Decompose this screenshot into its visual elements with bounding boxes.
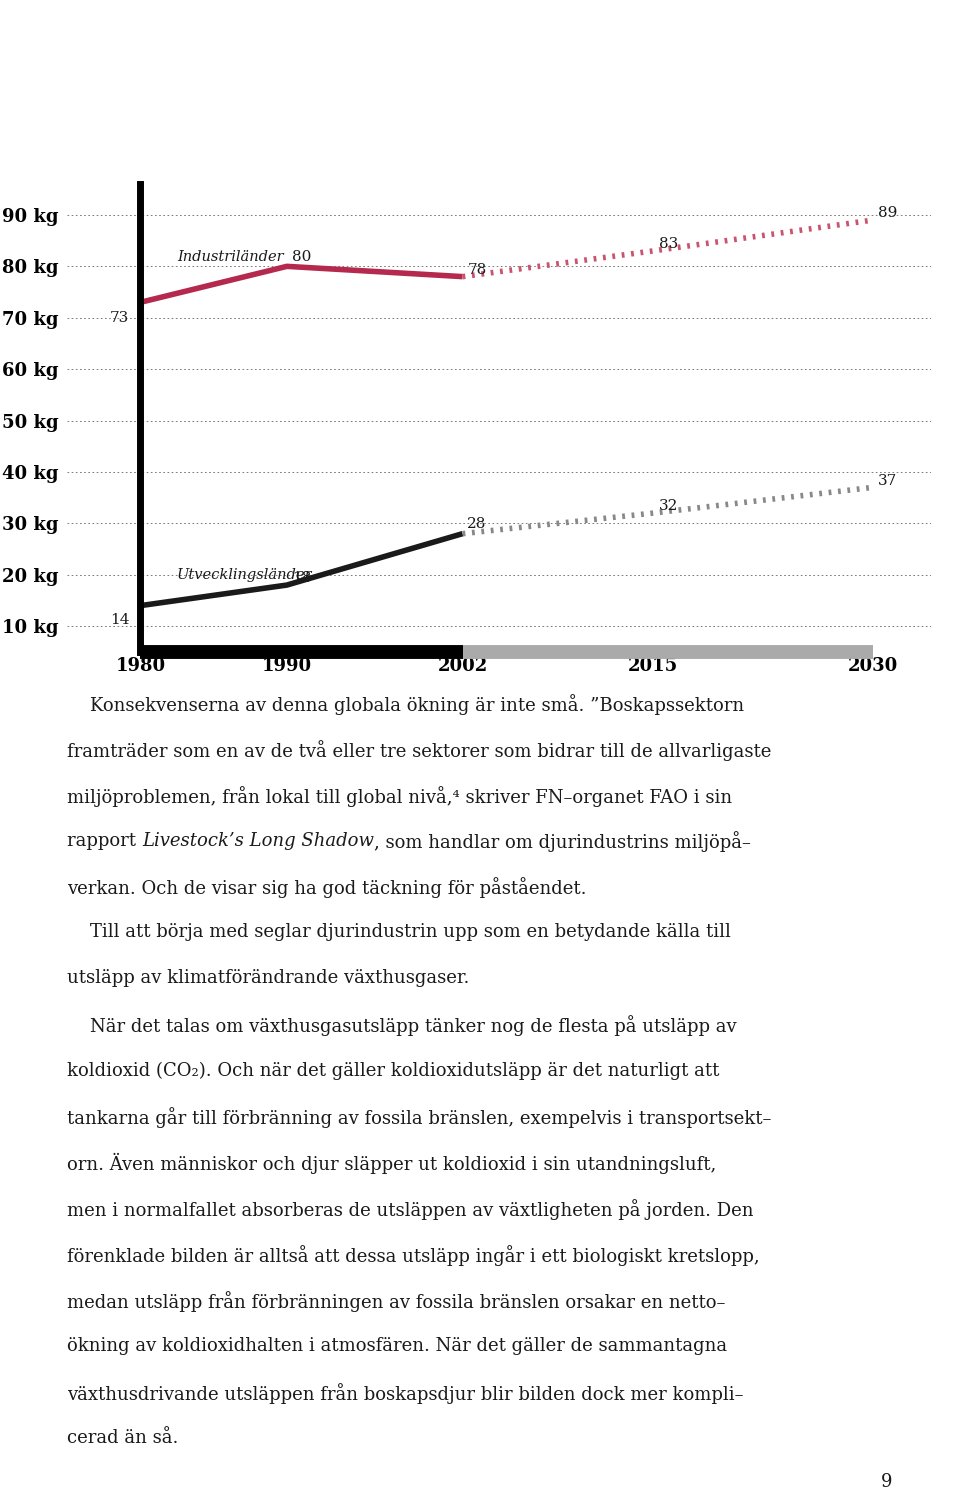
Text: 32: 32 <box>659 499 678 513</box>
Text: När det talas om växthusgasutsläpp tänker nog de flesta på utsläpp av: När det talas om växthusgasutsläpp tänke… <box>67 1016 737 1037</box>
Text: förenklade bilden är alltså att dessa utsläpp ingår i ett biologiskt kretslopp,: förenklade bilden är alltså att dessa ut… <box>67 1245 759 1266</box>
Text: växthusdrivande utsläppen från boskapsdjur blir bilden dock mer kompli–: växthusdrivande utsläppen från boskapsdj… <box>67 1384 744 1403</box>
Text: 18: 18 <box>293 572 312 585</box>
Text: Industriländer: Industriländer <box>177 250 283 264</box>
Text: 80: 80 <box>293 250 312 264</box>
Text: orn. Även människor och djur släpper ut koldioxid i sin utandningsluft,: orn. Även människor och djur släpper ut … <box>67 1153 716 1174</box>
Text: Utvecklingsländer: Utvecklingsländer <box>177 569 313 582</box>
Text: men i normalfallet absorberas de utsläppen av växtligheten på jorden. Den: men i normalfallet absorberas de utsläpp… <box>67 1200 754 1221</box>
Text: utsläpp av klimatförändrande växthusgaser.: utsläpp av klimatförändrande växthusgase… <box>67 969 469 987</box>
Text: 78: 78 <box>468 263 488 276</box>
Text: 37: 37 <box>878 474 898 487</box>
Text: medan utsläpp från förbränningen av fossila bränslen orsakar en netto–: medan utsläpp från förbränningen av foss… <box>67 1292 726 1311</box>
Text: 14: 14 <box>109 613 130 626</box>
Text: Till att börja med seglar djurindustrin upp som en betydande källa till: Till att börja med seglar djurindustrin … <box>67 924 732 942</box>
Text: Livestock’s Long Shadow: Livestock’s Long Shadow <box>142 831 373 850</box>
Text: 89: 89 <box>878 207 898 220</box>
Text: miljöproblemen, från lokal till global nivå,⁴ skriver FN–organet FAO i sin: miljöproblemen, från lokal till global n… <box>67 786 732 806</box>
Text: 28: 28 <box>467 518 486 531</box>
Text: 73: 73 <box>109 311 129 324</box>
Text: 9: 9 <box>881 1473 893 1491</box>
Text: verkan. Och de visar sig ha god täckning för påståendet.: verkan. Och de visar sig ha god täckning… <box>67 877 587 898</box>
Text: koldioxid (CO₂). Och när det gäller koldioxidutsläpp är det naturligt att: koldioxid (CO₂). Och när det gäller kold… <box>67 1061 720 1079</box>
Text: rapport: rapport <box>67 831 142 850</box>
Text: ökning av koldioxidhalten i atmosfären. När det gäller de sammantagna: ökning av koldioxidhalten i atmosfären. … <box>67 1337 728 1355</box>
Text: tankarna går till förbränning av fossila bränslen, exempelvis i transportsekt–: tankarna går till förbränning av fossila… <box>67 1108 772 1129</box>
Text: cerad än så.: cerad än så. <box>67 1429 179 1447</box>
Text: Konsekvenserna av denna globala ökning är inte små. ”Boskapssektorn: Konsekvenserna av denna globala ökning ä… <box>67 694 744 715</box>
Text: 83: 83 <box>659 237 678 250</box>
Text: framträder som en av de två eller tre sektorer som bidrar till de allvarligaste: framträder som en av de två eller tre se… <box>67 739 772 761</box>
Text: , som handlar om djurindustrins miljöpå–: , som handlar om djurindustrins miljöpå– <box>373 831 751 853</box>
